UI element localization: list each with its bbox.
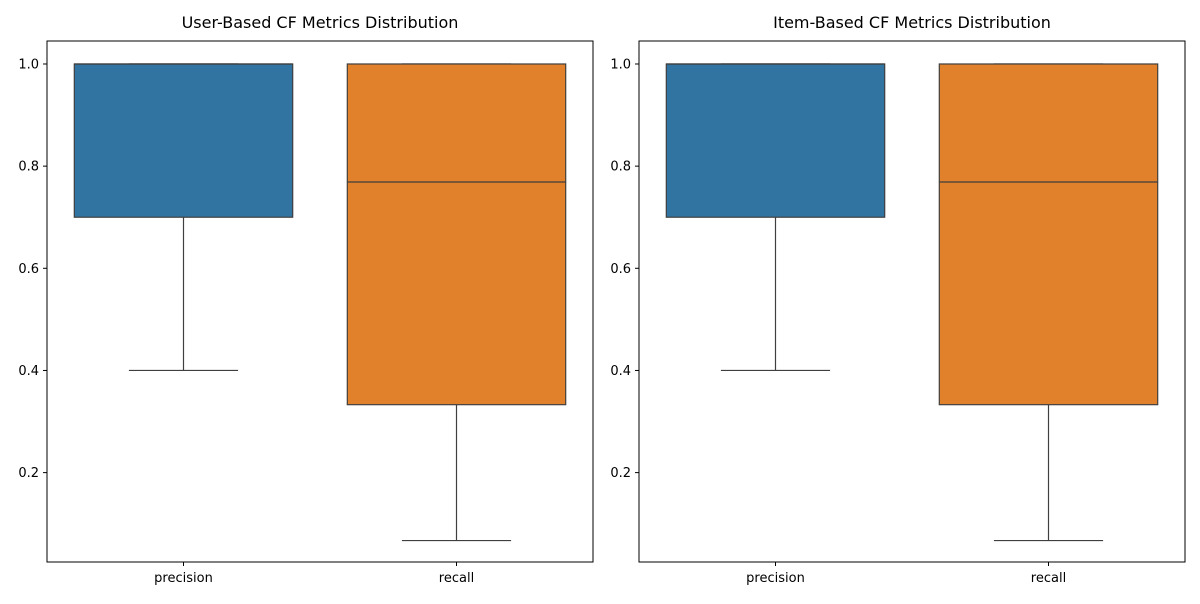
user-based-y-tick-label-0.2: 0.2: [18, 466, 39, 481]
item-based-chart-title: Item-Based CF Metrics Distribution: [773, 13, 1051, 32]
item-based-box-body-recall: [938, 63, 1159, 406]
item-based-panel: Item-Based CF Metrics Distribution 0.2 0.…: [610, 13, 1186, 586]
user-based-y-tick-label-0.6: 0.6: [18, 262, 39, 277]
user-based-y-tick-label-1.0: 1.0: [18, 57, 39, 72]
user-based-x-tick-label-recall: recall: [439, 571, 474, 586]
item-based-y-tick-label-0.8: 0.8: [610, 160, 631, 175]
item-based-x-tick-label-recall: recall: [1031, 571, 1066, 586]
item-based-y-tick-label-0.2: 0.2: [610, 466, 631, 481]
user-based-panel: User-Based CF Metrics Distribution 0.2 0.…: [18, 13, 594, 586]
user-based-y-tick-label-0.4: 0.4: [18, 364, 39, 379]
user-based-box-body-precision: [73, 63, 294, 218]
user-based-axes-frame: [46, 40, 594, 563]
user-based-box-precision: [73, 63, 294, 372]
item-based-box-body-precision: [665, 63, 886, 218]
user-based-box-body-recall: [346, 63, 567, 406]
item-based-axes-frame: [638, 40, 1186, 563]
user-based-x-tick-label-precision: precision: [154, 571, 213, 586]
item-based-y-tick-label-0.4: 0.4: [610, 364, 631, 379]
item-based-box-precision: [665, 63, 886, 372]
item-based-y-tick-label-0.6: 0.6: [610, 262, 631, 277]
item-based-y-tick-label-1.0: 1.0: [610, 57, 631, 72]
user-based-box-recall: [346, 63, 567, 542]
user-based-chart-title: User-Based CF Metrics Distribution: [182, 13, 459, 32]
item-based-box-recall: [938, 63, 1159, 542]
item-based-x-tick-label-precision: precision: [746, 571, 805, 586]
user-based-y-tick-label-0.8: 0.8: [18, 160, 39, 175]
